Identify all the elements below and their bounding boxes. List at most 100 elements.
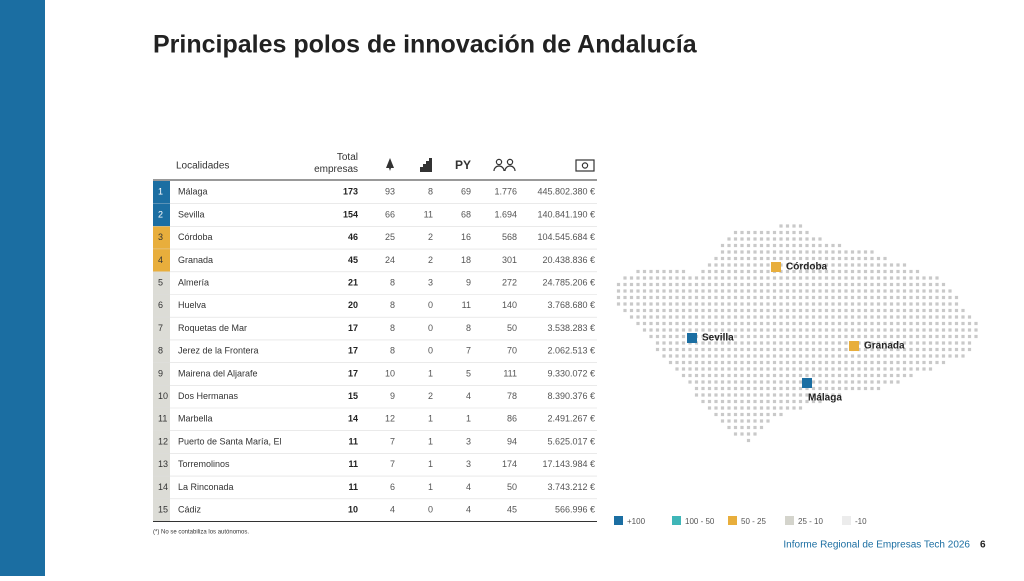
map-dot [857,269,861,274]
map-dot [766,295,770,300]
map-dot [616,302,621,306]
map-dot [798,276,803,280]
total: 46 [348,232,358,242]
map-dot [701,354,705,358]
map-dot [753,308,757,313]
cell-c3: 9 [466,278,471,288]
map-dot [785,367,790,371]
map-dot [889,328,894,332]
map-dot [766,399,770,404]
map-dot [772,354,777,358]
map-dot [740,334,744,339]
map-dot [727,250,731,254]
map-dot [740,432,744,436]
map-dot [720,250,725,254]
map-dot [889,334,894,339]
map-dot [759,419,764,423]
map-dot [740,367,744,371]
map-dot [954,295,959,300]
map-dot [720,386,725,391]
map-dot [870,341,874,345]
map-dot [655,289,660,293]
map-dot [902,282,907,287]
map-dot [811,328,816,332]
map-dot [831,367,835,371]
cell-c2: 11 [424,209,433,219]
map-dot [811,373,816,378]
map-dot [759,250,764,254]
map-dot [941,347,946,352]
map-dot [727,347,731,352]
map-dot [850,256,855,261]
map-dot [785,269,790,274]
map-dot [688,289,692,293]
map-dot [707,347,712,352]
map-dot [922,302,926,306]
cell-c3: 69 [461,187,471,197]
map-dot [915,367,920,371]
map-dot [837,250,842,254]
map-dot [701,295,705,300]
map-dot [831,341,835,345]
map-dot [753,302,757,306]
cell-c2: 1 [428,482,433,492]
locality: Córdoba [178,232,213,242]
locality: Granada [178,255,213,265]
map-dot [876,295,881,300]
map-dot [746,263,751,267]
map-dot [720,315,725,319]
map-dot [850,276,855,280]
map-dot [759,302,764,306]
map-dot [909,302,913,306]
cell-c2: 2 [428,391,433,401]
map-dot [850,282,855,287]
footer-text: Informe Regional de Empresas Tech 2026 [783,540,970,551]
map-dot [623,308,627,313]
cell-amount: 3.538.283 € [547,323,595,333]
map-dot [746,334,751,339]
map-dot [805,373,809,378]
map-dot [863,256,868,261]
map-dot [759,276,764,280]
map-dot [746,380,751,384]
locality: Cádiz [178,505,202,515]
map-dot [694,315,699,319]
map-dot [922,308,926,313]
map-dot [714,399,718,404]
map-dot [753,243,757,248]
map-dot [896,276,900,280]
map-dot [837,263,842,267]
map-dot [909,315,913,319]
map-dot [831,308,835,313]
map-dot [753,412,757,417]
map-dot [707,282,712,287]
map-dot [707,386,712,391]
map-dot [818,276,822,280]
map-dot [928,360,933,365]
cell-c4: 272 [502,278,517,288]
map-dot [681,315,686,319]
map-dot [928,302,933,306]
map-dot [642,289,647,293]
map-dot [857,373,861,378]
map-dot [707,406,712,410]
map-dot [772,393,777,397]
map-dot [720,302,725,306]
map-dot [805,328,809,332]
map-dot [805,289,809,293]
map-dot [837,328,842,332]
map-dot [824,328,829,332]
map-dot [831,334,835,339]
map-dot [902,315,907,319]
map-dot [740,393,744,397]
map-dot [863,302,868,306]
map-dot [714,367,718,371]
map-dot [753,406,757,410]
map-dot [668,315,673,319]
map-dot [844,302,848,306]
map-dot [824,269,829,274]
map-dot [779,354,783,358]
total: 11 [348,436,358,446]
map-dot [824,250,829,254]
map-dot [837,386,842,391]
